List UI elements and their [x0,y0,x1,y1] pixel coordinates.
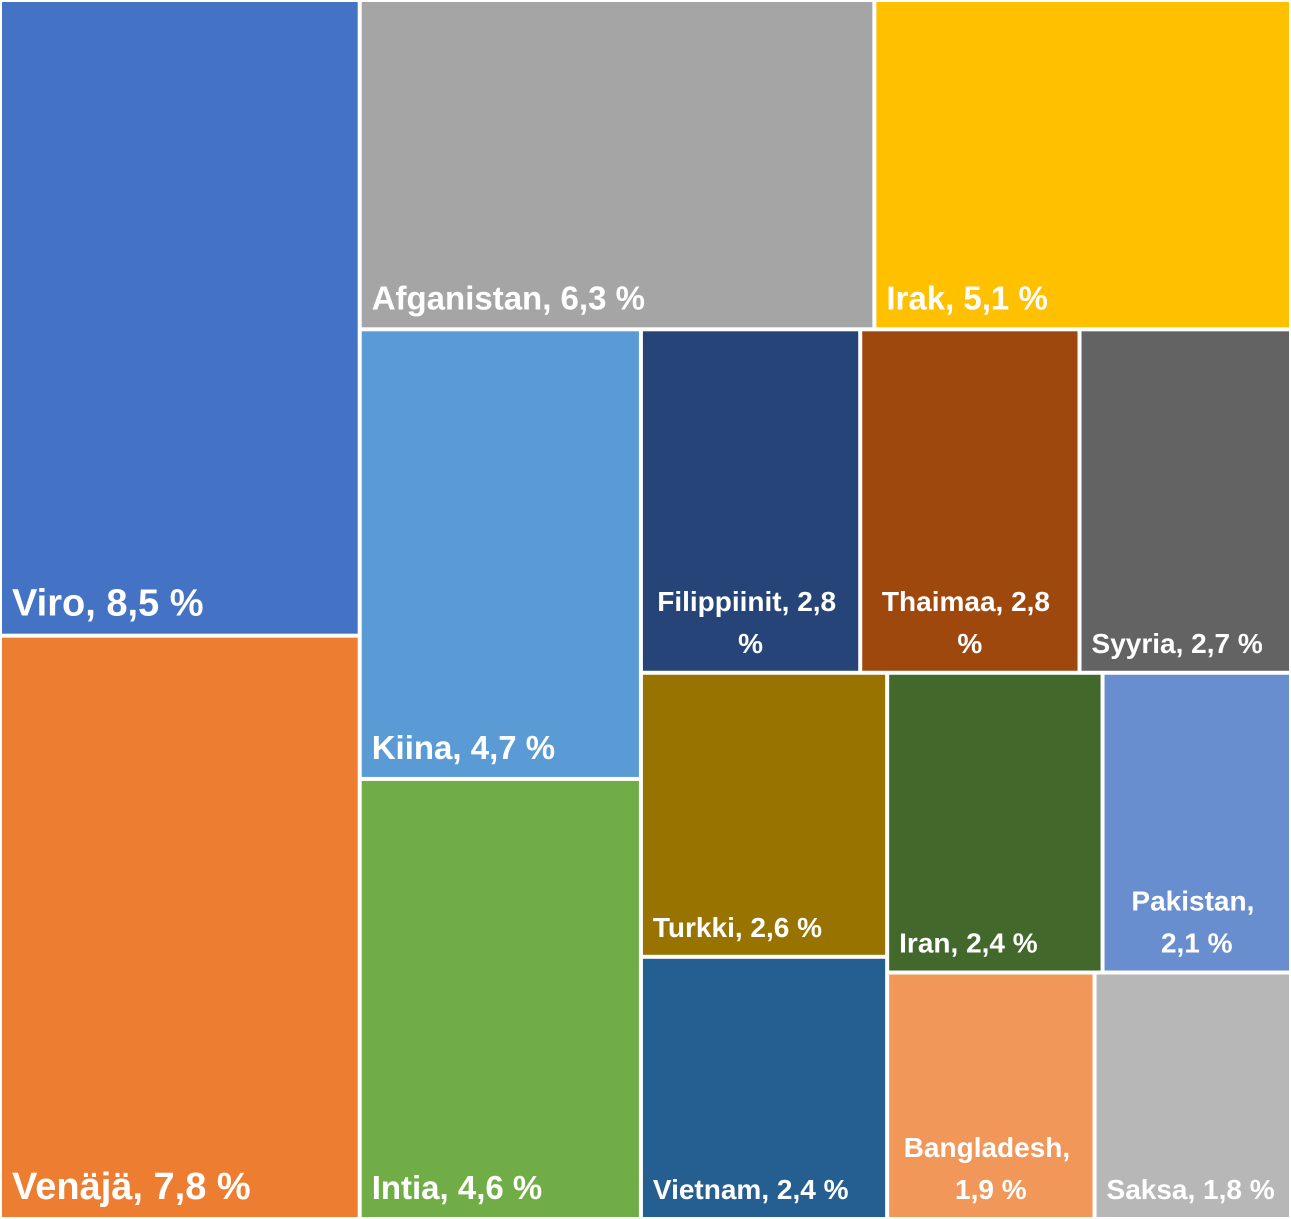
treemap-tile [876,2,1289,328]
tile-label: Bangladesh, 1,9 % [904,1132,1078,1205]
treemap-tile [642,674,886,955]
tile-label: Kiina, 4,7 % [372,729,555,766]
tile-label-line: 1,9 % [955,1174,1027,1205]
tile-label: Thaimaa, 2,8 % [882,586,1058,659]
tile-label: Saksa, 1,8 % [1107,1174,1275,1205]
treemap-tile [642,331,859,671]
tile-label: Pakistan, 2,1 % [1131,886,1262,959]
treemap-tile [1096,974,1289,1217]
treemap-tile [361,2,873,328]
treemap-tile [889,674,1101,971]
tile-label: Afganistan, 6,3 % [372,279,645,316]
tile-label-line: 2,1 % [1161,928,1233,959]
treemap-tile [889,974,1093,1217]
tile-label-line: Thaimaa, 2,8 [882,586,1058,617]
tile-label: Turkki, 2,6 % [653,912,822,943]
tile-label: Syyria, 2,7 % [1092,628,1263,659]
treemap-tile [862,331,1078,671]
tile-label: Intia, 4,6 % [372,1169,543,1206]
treemap-tile [1104,674,1289,971]
tile-label-line: % [738,628,763,659]
treemap-tile [361,780,639,1217]
treemap-tile [2,2,358,634]
tile-label: Venäjä, 7,8 % [12,1166,251,1208]
tile-label: Iran, 2,4 % [899,928,1038,959]
tile-label-line: Bangladesh, [904,1132,1078,1163]
tile-label: Vietnam, 2,4 % [653,1174,849,1205]
tile-label-line: Filippiinit, 2,8 [657,586,844,617]
treemap-tile [361,331,639,777]
tile-label-line: Pakistan, [1131,886,1262,917]
treemap-tile [1081,331,1289,671]
tile-label: Irak, 5,1 % [886,279,1047,316]
tile-label-line: % [957,628,982,659]
treemap-tile [2,637,358,1217]
treemap-tile [642,958,886,1217]
tile-label: Filippiinit, 2,8 % [657,586,844,659]
tile-label: Viro, 8,5 % [12,583,204,625]
